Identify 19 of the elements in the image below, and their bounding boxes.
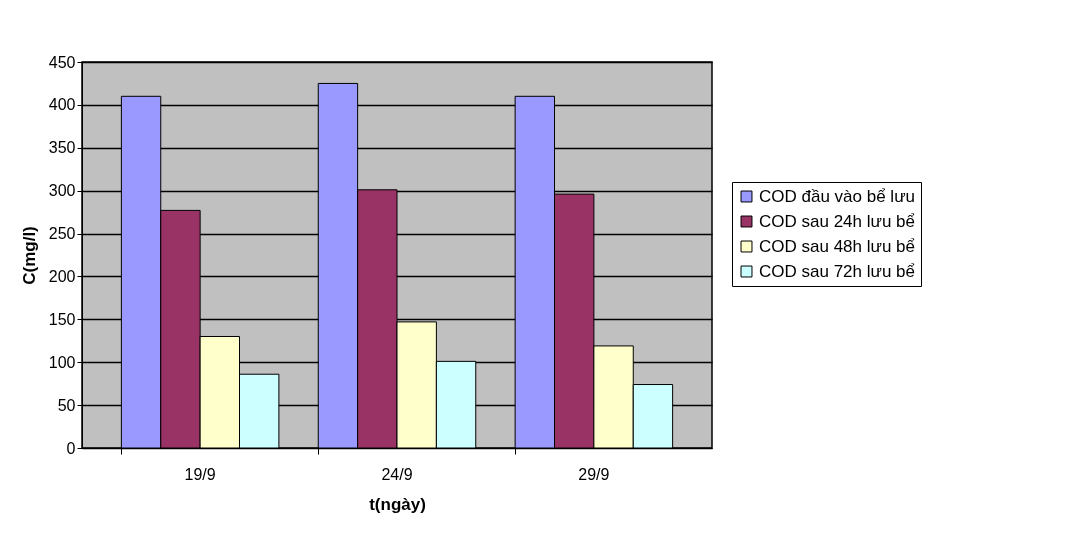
y-tick-label: 150 [48, 310, 76, 328]
x-tick-label: 24/9 [381, 465, 413, 483]
y-tick-label: 300 [48, 182, 76, 200]
y-tick-label: 200 [48, 267, 76, 285]
y-tick-label: 50 [57, 396, 76, 414]
x-tick-label: 29/9 [578, 465, 610, 483]
y-tick-label: 250 [48, 225, 76, 243]
legend-label: COD sau 72h lưu bể [759, 261, 915, 281]
legend-label: COD sau 24h lưu bể [759, 211, 915, 231]
legend-label: COD đầu vào bể lưu [759, 186, 915, 206]
legend-label: COD sau 48h lưu bể [759, 236, 915, 256]
y-tick-label: 100 [48, 353, 76, 371]
y-tick-label: 0 [66, 439, 76, 457]
x-tick-label: 19/9 [184, 465, 216, 483]
x-axis-title: t(ngày) [369, 494, 426, 514]
y-tick-label: 350 [48, 139, 76, 157]
y-axis-title: C(mg/l) [19, 226, 39, 285]
y-tick-label: 400 [48, 96, 76, 114]
y-tick-label: 450 [48, 53, 76, 71]
